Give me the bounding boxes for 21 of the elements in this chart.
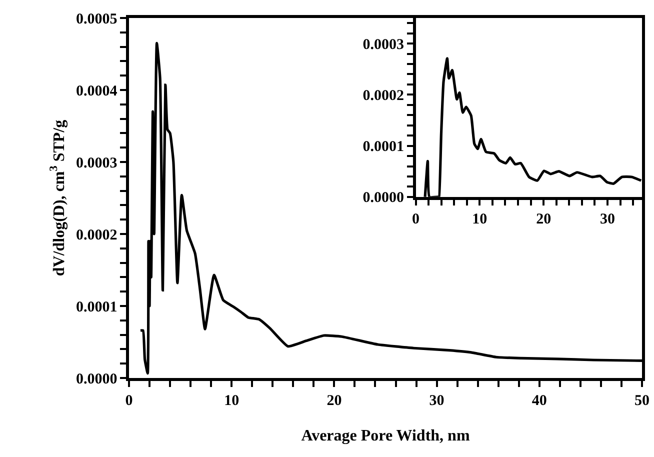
y-tick-label: 0.0001 <box>362 139 404 156</box>
x-tick-label: 50 <box>634 392 650 409</box>
y-tick-label: 0.0002 <box>76 227 118 244</box>
y-tick-label: 0.0002 <box>362 88 404 104</box>
y-tick-label: 0.0000 <box>76 371 118 388</box>
x-tick-label: 30 <box>600 212 615 228</box>
x-tick-label: 0 <box>125 392 133 409</box>
y-tick-label: 0.0000 <box>362 190 404 206</box>
y-tick-label: 0.0003 <box>362 36 404 53</box>
x-tick-label: 10 <box>472 212 488 228</box>
y-tick-label: 0.0005 <box>76 11 118 28</box>
x-tick-label: 20 <box>326 392 342 409</box>
x-tick-label: 10 <box>224 392 240 409</box>
y-tick-label: 0.0001 <box>76 299 118 316</box>
x-tick-label: 0 <box>412 212 420 228</box>
x-tick-label: 40 <box>532 392 547 409</box>
x-tick-label: 20 <box>536 212 552 228</box>
y-tick-label: 0.0004 <box>76 83 118 100</box>
x-tick-label: 30 <box>429 392 444 409</box>
x-axis-title: Average Pore Width, nm <box>301 428 470 444</box>
y-tick-label: 0.0003 <box>76 155 118 172</box>
